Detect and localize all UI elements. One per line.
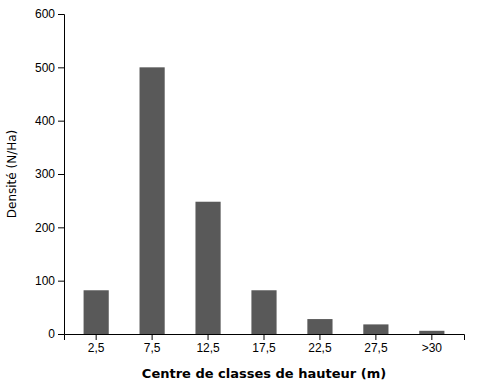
x-tick: 12,5: [196, 334, 220, 355]
x-tick-label: >30: [422, 341, 443, 355]
y-tick-label: 200: [35, 221, 55, 235]
y-tick: 600: [35, 7, 64, 21]
x-tick-mark: [152, 334, 153, 340]
x-tick-label: 17,5: [252, 341, 276, 355]
y-tick-mark: [58, 67, 64, 68]
x-axis-title: Centre de classes de hauteur (m): [142, 366, 386, 381]
x-tick-mark: [319, 334, 320, 340]
x-tick-label: 27,5: [364, 341, 388, 355]
bar: [140, 67, 165, 334]
y-axis: 0 100 200 300 400 500 600: [35, 7, 65, 341]
x-tick: 27,5: [364, 334, 388, 355]
y-tick: 300: [35, 167, 64, 181]
y-tick-mark: [58, 14, 64, 15]
y-tick-mark: [58, 227, 64, 228]
y-tick-label: 300: [35, 167, 55, 181]
y-tick-mark: [58, 174, 64, 175]
bar: [307, 319, 332, 334]
x-tick: 22,5: [308, 334, 332, 355]
y-axis-title: Densité (N/Ha): [5, 130, 19, 218]
x-tick-label: 22,5: [308, 341, 332, 355]
chart-svg: 2,5 7,5 12,5 17,5 22,5 27,5 >30 0 100 200 300 400 50…: [0, 0, 480, 392]
x-tick-label: 7,5: [144, 341, 161, 355]
y-axis-line: [58, 15, 65, 335]
y-tick-label: 500: [35, 61, 55, 75]
bar: [363, 324, 388, 334]
x-tick-label: 2,5: [88, 341, 105, 355]
bar: [419, 331, 444, 334]
y-tick-label: 100: [35, 274, 55, 288]
y-tick-label: 400: [35, 114, 55, 128]
y-tick-mark: [58, 334, 64, 335]
x-tick: 7,5: [144, 334, 161, 355]
y-tick: 0: [48, 327, 64, 341]
plot-area: 2,5 7,5 12,5 17,5 22,5 27,5 >30 0 100 200 300 400 50…: [35, 7, 465, 354]
x-tick-mark: [264, 334, 265, 340]
y-tick-label: 600: [35, 7, 55, 21]
x-tick-mark: [375, 334, 376, 340]
x-axis: 2,5 7,5 12,5 17,5 22,5 27,5 >30: [65, 334, 465, 355]
y-tick-label: 0: [48, 327, 55, 341]
x-tick-label: 12,5: [196, 341, 220, 355]
x-tick: 17,5: [252, 334, 276, 355]
x-tick-mark: [96, 334, 97, 340]
chart-container: 2,5 7,5 12,5 17,5 22,5 27,5 >30 0 100 200 300 400 50…: [0, 0, 480, 392]
y-tick: 500: [35, 61, 64, 75]
y-tick-mark: [58, 281, 64, 282]
x-tick-mark: [431, 334, 432, 340]
y-tick: 400: [35, 114, 64, 128]
bar: [251, 290, 276, 334]
x-tick: >30: [422, 334, 443, 355]
bar: [195, 202, 220, 334]
x-tick: 2,5: [88, 334, 105, 355]
x-axis-line: [65, 335, 465, 341]
y-tick-mark: [58, 121, 64, 122]
bar: [84, 290, 109, 334]
x-tick-mark: [208, 334, 209, 340]
bars: [84, 67, 445, 334]
y-tick: 100: [35, 274, 64, 288]
y-tick: 200: [35, 221, 64, 235]
